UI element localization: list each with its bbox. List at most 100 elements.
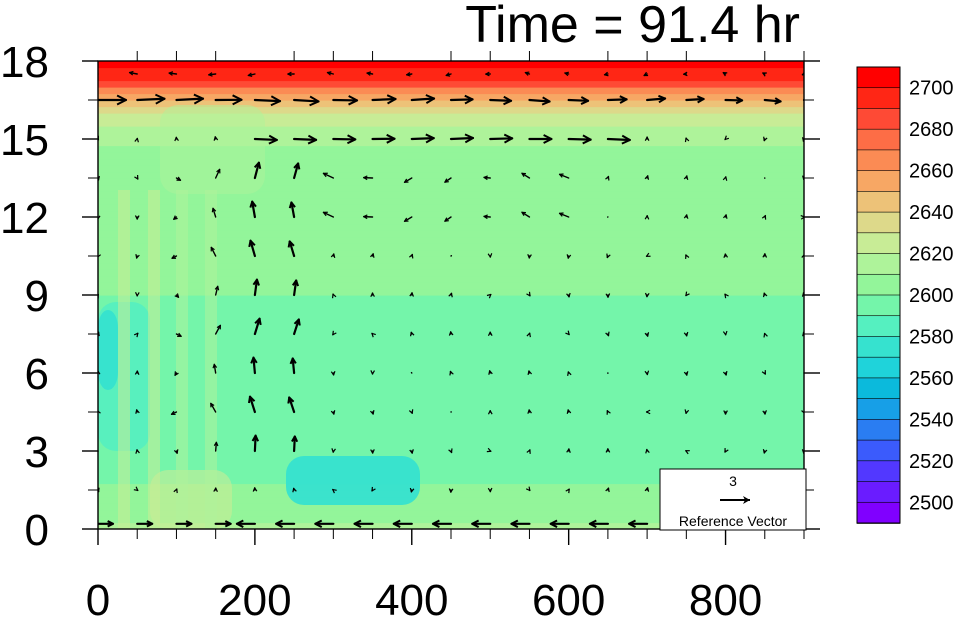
wind-vector-shaft bbox=[214, 441, 218, 452]
wind-vector bbox=[606, 253, 611, 259]
wind-vector-head bbox=[135, 253, 140, 259]
wind-vector-head bbox=[404, 217, 409, 222]
wind-vector bbox=[684, 409, 690, 414]
wind-vector bbox=[723, 214, 728, 219]
wind-vector-head bbox=[409, 292, 414, 297]
wind-vector bbox=[410, 94, 436, 104]
colorbar-cell bbox=[856, 108, 901, 130]
wind-vector bbox=[724, 135, 730, 141]
heatmap-band bbox=[98, 490, 804, 498]
wind-vector bbox=[448, 448, 453, 454]
wind-vector-head bbox=[471, 519, 480, 528]
wind-vector-shaft bbox=[214, 324, 222, 335]
wind-vector-head bbox=[645, 449, 650, 454]
wind-vector-head bbox=[404, 178, 409, 183]
wind-vector-head bbox=[646, 252, 651, 257]
heatmap-band bbox=[98, 288, 804, 296]
heatmap-band bbox=[98, 373, 804, 381]
colorbar-label: 2600 bbox=[909, 285, 954, 307]
wind-vector bbox=[212, 363, 218, 374]
colorbar-cell bbox=[856, 273, 901, 296]
wind-vector-head bbox=[762, 253, 768, 258]
x-axis-tick-label: 600 bbox=[532, 576, 605, 618]
wind-vector bbox=[173, 488, 178, 494]
colorbar-cell bbox=[856, 315, 901, 338]
wind-vector-head bbox=[696, 95, 705, 104]
wind-vector bbox=[525, 486, 531, 492]
wind-vector-head bbox=[685, 450, 690, 455]
heatmap-band bbox=[98, 470, 804, 478]
wind-vector-head bbox=[683, 71, 688, 77]
wind-vector bbox=[410, 133, 435, 144]
heatmap-band bbox=[98, 483, 804, 491]
wind-vector-head bbox=[526, 449, 531, 454]
wind-vector bbox=[134, 174, 139, 180]
wind-vector-head bbox=[763, 136, 768, 142]
wind-vector-head bbox=[211, 207, 217, 213]
wind-vector bbox=[174, 293, 180, 298]
wind-vector-shaft bbox=[606, 98, 628, 102]
wind-vector-head bbox=[289, 357, 297, 365]
wind-vector bbox=[723, 253, 729, 258]
wind-vector bbox=[214, 285, 220, 296]
wind-vector bbox=[174, 136, 179, 142]
wind-vector bbox=[722, 330, 728, 336]
wind-vector bbox=[289, 357, 297, 375]
colorbar-cell bbox=[856, 501, 901, 524]
wind-vector-head bbox=[173, 215, 178, 220]
wind-vector-head bbox=[293, 162, 301, 170]
wind-vector-head bbox=[133, 486, 139, 492]
wind-vector bbox=[409, 331, 415, 337]
wind-vector-head bbox=[314, 519, 323, 528]
wind-vector-head bbox=[724, 135, 730, 141]
wind-vector-head bbox=[366, 71, 372, 76]
colorbar: 2500 2520 2540 2560 2580 2600 2620 2640 2660 2680… bbox=[856, 66, 954, 524]
wind-vector bbox=[371, 94, 397, 105]
wind-vector bbox=[566, 448, 571, 453]
wind-vector bbox=[98, 73, 99, 75]
colorbar-cell bbox=[856, 66, 901, 89]
wind-vector-head bbox=[214, 285, 220, 291]
colorbar-label: 2580 bbox=[909, 326, 954, 348]
wind-vector bbox=[409, 449, 414, 454]
wind-vector bbox=[449, 133, 475, 144]
wind-vector-head bbox=[722, 330, 728, 336]
heatmap-band bbox=[98, 210, 804, 218]
wind-vector bbox=[253, 161, 262, 180]
wind-vector-head bbox=[224, 520, 232, 528]
heatmap-band bbox=[98, 197, 804, 205]
wind-vector-head bbox=[448, 292, 453, 298]
wind-vector-head bbox=[644, 487, 650, 492]
wind-vector bbox=[136, 93, 166, 105]
heatmap-band bbox=[98, 184, 804, 192]
wind-vector-shaft bbox=[558, 173, 570, 179]
wind-vector-shaft bbox=[606, 137, 631, 142]
heatmap-band bbox=[98, 223, 804, 231]
wind-vector bbox=[526, 291, 531, 297]
heatmap-band bbox=[98, 308, 804, 316]
wind-vector-shaft bbox=[210, 246, 217, 257]
x-axis-tick-label: 400 bbox=[375, 576, 448, 618]
wind-vector-shaft bbox=[646, 97, 667, 102]
wind-vector-head bbox=[486, 293, 492, 299]
wind-vector bbox=[682, 71, 688, 77]
wind-vector bbox=[331, 448, 336, 453]
wind-vector bbox=[362, 214, 374, 220]
heatmap-band bbox=[98, 301, 804, 309]
heatmap-band bbox=[98, 353, 804, 361]
wind-vector-head bbox=[723, 410, 728, 415]
wind-vector-shaft bbox=[252, 356, 256, 375]
wind-vector-head bbox=[330, 410, 336, 415]
wind-vector bbox=[567, 96, 590, 105]
heatmap-band bbox=[98, 74, 804, 82]
wind-vector-head bbox=[268, 134, 278, 145]
wind-vector-head bbox=[527, 370, 533, 376]
wind-vector bbox=[566, 254, 572, 259]
heatmap-band bbox=[98, 204, 804, 212]
wind-vector-head bbox=[346, 134, 356, 145]
wind-vector-head bbox=[386, 133, 396, 144]
wind-vector bbox=[135, 253, 140, 259]
wind-vector-head bbox=[550, 519, 558, 528]
heatmap-vertical-streak bbox=[205, 190, 217, 529]
wind-vector bbox=[549, 519, 570, 528]
